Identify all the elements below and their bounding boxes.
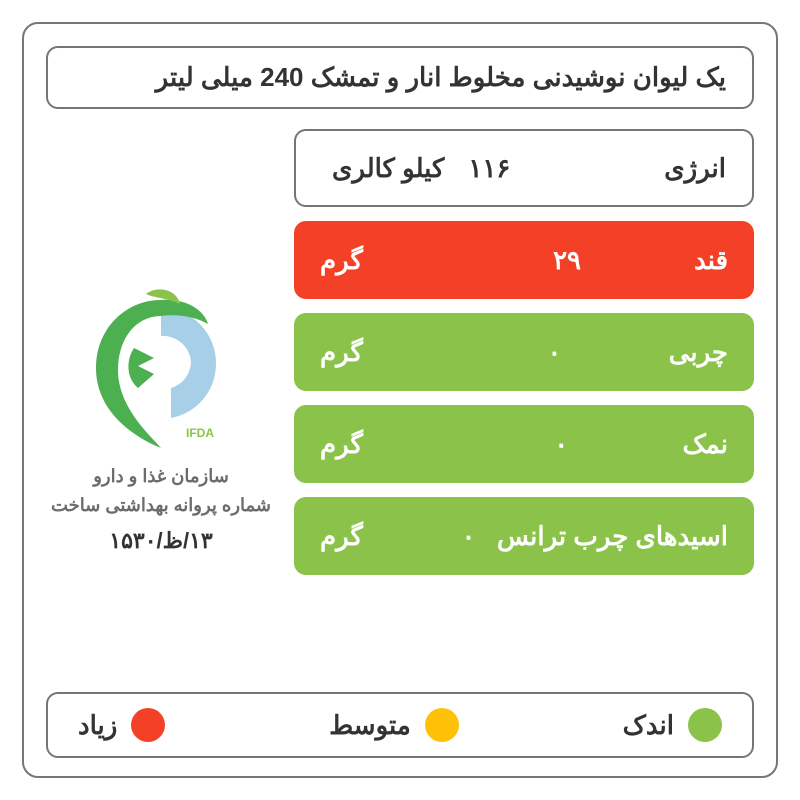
sugar-value: ۲۹: [440, 245, 694, 276]
energy-label: انرژی: [664, 153, 726, 184]
sugar-unit: گرم: [320, 245, 440, 276]
row-salt: نمک ۰ گرم: [294, 405, 754, 483]
license-number: ۱۳/ظ/۱۵۳۰: [109, 528, 212, 554]
ifda-logo: IFDA: [76, 288, 246, 458]
content-area: انرژی ۱۱۶ کیلو کالری قند ۲۹ گرم چربی ۰ گ…: [46, 129, 754, 672]
salt-label: نمک: [682, 429, 728, 460]
fat-label: چربی: [669, 337, 728, 368]
trans-label: اسیدهای چرب ترانس: [497, 521, 728, 552]
energy-value: ۱۱۶: [468, 153, 510, 184]
row-trans: اسیدهای چرب ترانس ۰ گرم: [294, 497, 754, 575]
legend-box: اندک متوسط زیاد: [46, 692, 754, 758]
energy-unit: کیلو کالری: [332, 153, 444, 184]
fat-unit: گرم: [320, 337, 440, 368]
nutrition-label-card: یک لیوان نوشیدنی مخلوط انار و تمشک 240 م…: [22, 22, 778, 778]
nutrient-rows: انرژی ۱۱۶ کیلو کالری قند ۲۹ گرم چربی ۰ گ…: [294, 129, 754, 672]
legend-medium-dot: [425, 708, 459, 742]
legend-low-label: اندک: [623, 710, 674, 741]
trans-value: ۰: [440, 521, 497, 552]
serving-title: یک لیوان نوشیدنی مخلوط انار و تمشک 240 م…: [46, 46, 754, 109]
legend-high-dot: [131, 708, 165, 742]
fat-value: ۰: [440, 337, 669, 368]
sugar-label: قند: [694, 245, 728, 276]
legend-low: اندک: [623, 708, 722, 742]
ifda-logo-svg: [76, 288, 246, 458]
license-label: شماره پروانه بهداشتی ساخت: [51, 495, 271, 516]
legend-medium: متوسط: [329, 708, 459, 742]
row-fat: چربی ۰ گرم: [294, 313, 754, 391]
org-name: سازمان غذا و دارو: [93, 466, 229, 487]
row-energy: انرژی ۱۱۶ کیلو کالری: [294, 129, 754, 207]
ifda-acronym: IFDA: [186, 426, 214, 440]
salt-value: ۰: [440, 429, 682, 460]
row-sugar: قند ۲۹ گرم: [294, 221, 754, 299]
org-sidebar: IFDA سازمان غذا و دارو شماره پروانه بهدا…: [46, 129, 276, 672]
trans-unit: گرم: [320, 521, 440, 552]
legend-medium-label: متوسط: [329, 710, 411, 741]
legend-low-dot: [688, 708, 722, 742]
serving-title-text: یک لیوان نوشیدنی مخلوط انار و تمشک 240 م…: [156, 62, 726, 92]
legend-high-label: زیاد: [78, 710, 117, 741]
legend-high: زیاد: [78, 708, 165, 742]
salt-unit: گرم: [320, 429, 440, 460]
